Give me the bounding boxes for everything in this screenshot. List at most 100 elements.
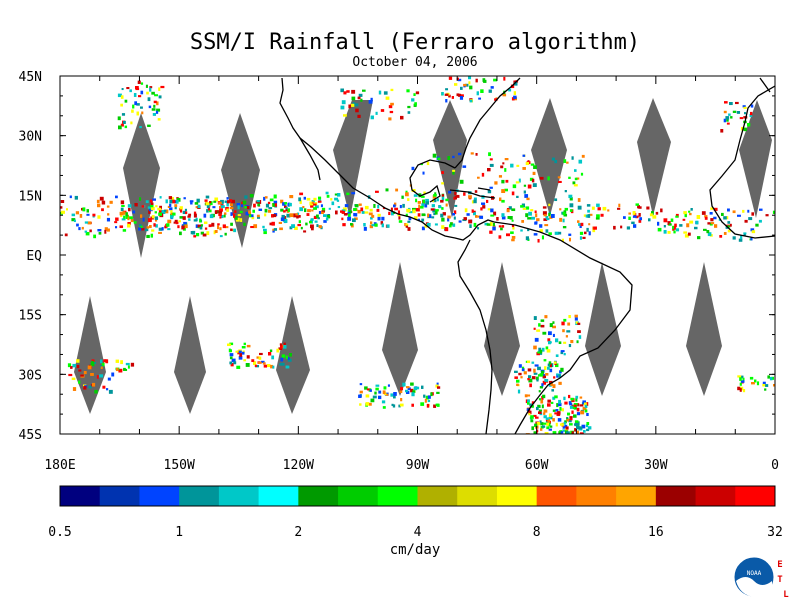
rain-pixel [351,89,356,94]
rain-pixel [563,353,566,356]
rain-pixel [569,405,573,409]
rain-pixel [617,207,621,210]
rain-pixel [488,89,492,93]
rain-pixel [226,202,229,207]
rain-pixel [511,224,515,228]
rain-pixel [369,389,372,392]
rain-pixel [321,207,326,212]
rain-pixel [364,386,368,390]
rain-pixel [493,211,497,216]
rain-pixel [501,189,506,194]
rain-pixel [533,414,537,417]
rain-pixel [263,231,267,235]
rain-pixel [556,373,559,376]
rain-pixel [587,209,590,213]
rain-pixel [529,177,534,181]
rain-pixel [175,221,179,225]
rain-pixel [725,116,730,120]
rain-pixel [184,208,187,212]
rain-pixel [103,359,107,363]
rain-pixel [690,208,693,211]
rain-pixel [298,215,301,218]
colorbar-tick-label: 2 [294,525,302,540]
rain-pixel [758,219,762,223]
rain-pixel [241,203,244,208]
rain-pixel [337,193,341,197]
rain-pixel [174,200,177,204]
rain-pixel [660,208,663,213]
rain-pixel [325,217,329,221]
rain-pixel [562,218,565,223]
rain-pixel [564,401,568,405]
rain-pixel [583,430,586,433]
rain-pixel [735,101,739,105]
rain-pixel [218,211,223,214]
rain-pixel [551,389,555,392]
rain-pixel [408,211,413,214]
rain-pixel [750,237,753,241]
rain-pixel [407,111,411,114]
rain-pixel [481,202,485,205]
rain-pixel [542,380,547,385]
rain-pixel [348,104,352,109]
rain-pixel [597,207,601,211]
rain-pixel [557,176,561,179]
rain-pixel [94,389,98,394]
rain-pixel [386,224,390,228]
rain-pixel [121,218,126,221]
rain-pixel [458,152,462,156]
rain-pixel [516,379,520,383]
rain-pixel [374,391,377,395]
rain-pixel [242,200,247,205]
rain-pixel [153,104,156,108]
rain-pixel [567,412,571,416]
rain-pixel [551,157,555,161]
rain-pixel [199,218,202,223]
rain-pixel [536,406,539,411]
rain-pixel [221,214,224,219]
rain-pixel [267,201,271,205]
rain-pixel [147,206,152,209]
rain-pixel [506,233,510,237]
rain-pixel [554,412,559,415]
rain-pixel [361,210,365,214]
rain-pixel [707,222,711,225]
rain-pixel [376,209,380,212]
rain-pixel [454,204,458,207]
rain-pixel [263,228,267,232]
rain-pixel [193,219,198,222]
rain-pixel [229,206,234,210]
rain-pixel [116,367,119,372]
rain-pixel [153,223,156,227]
rain-pixel [357,114,361,118]
rain-pixel [742,377,745,382]
rain-pixel [218,201,222,205]
rain-pixel [547,338,551,342]
rain-pixel [389,110,394,114]
rain-pixel [527,228,530,232]
rain-pixel [574,428,577,432]
rain-pixel [579,225,582,229]
rain-pixel [686,223,690,228]
rain-pixel [579,404,584,407]
rain-pixel [313,203,317,206]
rain-pixel [245,363,250,367]
rain-pixel [257,216,261,219]
rain-pixel [441,217,445,222]
rain-pixel [243,359,247,362]
rain-pixel [121,88,124,91]
rain-pixel [141,111,144,115]
colorbar-swatch [695,486,736,506]
rain-pixel [399,205,402,209]
rain-pixel [179,216,184,219]
rain-pixel [567,322,571,326]
rain-pixel [263,196,266,201]
rain-pixel [377,213,381,217]
rain-pixel [197,224,202,228]
rain-pixel [407,227,411,231]
rain-pixel [304,208,307,213]
rain-pixel [449,224,452,228]
rain-pixel [80,374,84,377]
rain-pixel [135,87,140,91]
rain-pixel [313,216,317,219]
